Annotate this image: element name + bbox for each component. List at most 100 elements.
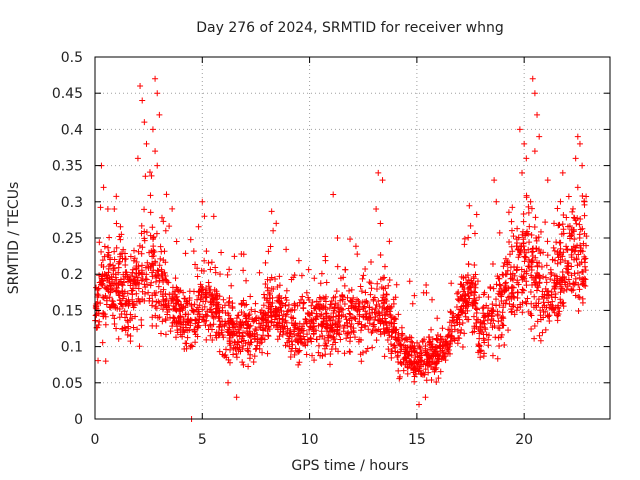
data-point — [182, 326, 189, 333]
data-point — [431, 359, 438, 366]
data-point — [450, 310, 457, 317]
data-point — [577, 247, 584, 254]
data-point — [291, 300, 298, 307]
data-point — [124, 290, 131, 297]
data-point — [303, 319, 310, 326]
data-point — [279, 316, 286, 323]
data-point — [188, 301, 195, 308]
data-point — [162, 276, 169, 283]
data-point — [448, 280, 455, 287]
data-point — [257, 336, 264, 343]
data-point — [381, 274, 388, 281]
data-point — [471, 323, 478, 330]
data-point — [343, 316, 350, 323]
data-point — [372, 305, 379, 312]
data-point — [298, 327, 305, 334]
data-point — [127, 338, 134, 345]
data-point — [533, 235, 540, 242]
data-point — [198, 267, 205, 274]
data-point — [148, 279, 155, 286]
data-point — [366, 279, 373, 286]
data-point — [353, 307, 360, 314]
data-point — [326, 305, 333, 312]
data-point — [143, 276, 150, 283]
data-point — [212, 313, 219, 320]
data-point — [340, 274, 347, 281]
data-point — [373, 285, 380, 292]
data-point — [285, 301, 292, 308]
data-point — [557, 245, 564, 252]
data-point — [153, 230, 160, 237]
data-point — [230, 351, 237, 358]
data-point — [375, 317, 382, 324]
data-point — [485, 342, 492, 349]
data-point — [461, 235, 468, 242]
data-point — [358, 358, 365, 365]
data-point — [575, 308, 582, 315]
data-point — [470, 275, 477, 282]
data-point — [115, 335, 122, 342]
data-point — [505, 285, 512, 292]
data-point — [251, 308, 258, 315]
data-point — [384, 336, 391, 343]
data-point — [557, 198, 564, 205]
data-point — [546, 304, 553, 311]
data-point — [144, 259, 151, 266]
data-point — [185, 311, 192, 318]
data-point — [253, 327, 260, 334]
gridlines — [95, 57, 610, 419]
data-point — [489, 260, 496, 267]
data-point — [505, 209, 512, 216]
data-point — [425, 369, 432, 376]
data-point — [106, 254, 113, 261]
data-point — [437, 339, 444, 346]
data-point — [143, 140, 150, 147]
data-point — [329, 321, 336, 328]
data-point — [361, 298, 368, 305]
data-point — [276, 298, 283, 305]
data-point — [540, 308, 547, 315]
data-point — [328, 324, 335, 331]
data-point — [577, 242, 584, 249]
data-point — [454, 328, 461, 335]
data-point — [465, 292, 472, 299]
data-point — [557, 289, 564, 296]
data-point — [268, 319, 275, 326]
data-point — [554, 317, 561, 324]
data-point — [562, 257, 569, 264]
data-point — [485, 336, 492, 343]
data-point — [540, 273, 547, 280]
data-point — [266, 326, 273, 333]
data-point — [529, 75, 536, 82]
data-point — [174, 297, 181, 304]
data-point — [116, 314, 123, 321]
data-point — [404, 370, 411, 377]
data-point — [136, 343, 143, 350]
data-point — [421, 371, 428, 378]
data-point — [347, 311, 354, 318]
data-point — [431, 366, 438, 373]
data-point — [302, 315, 309, 322]
data-point — [394, 349, 401, 356]
data-point — [400, 358, 407, 365]
data-point — [344, 323, 351, 330]
data-point — [558, 283, 565, 290]
data-point — [502, 271, 509, 278]
data-point — [551, 279, 558, 286]
data-point — [406, 344, 413, 351]
data-point — [322, 293, 329, 300]
data-point — [332, 300, 339, 307]
data-point — [489, 301, 496, 308]
data-point — [155, 283, 162, 290]
data-point — [156, 314, 163, 321]
data-point — [357, 327, 364, 334]
data-point — [443, 340, 450, 347]
data-point — [339, 293, 346, 300]
data-point — [239, 359, 246, 366]
data-point — [152, 148, 159, 155]
data-point — [193, 317, 200, 324]
data-point — [519, 276, 526, 283]
data-point — [202, 322, 209, 329]
data-point — [306, 326, 313, 333]
data-point — [104, 285, 111, 292]
